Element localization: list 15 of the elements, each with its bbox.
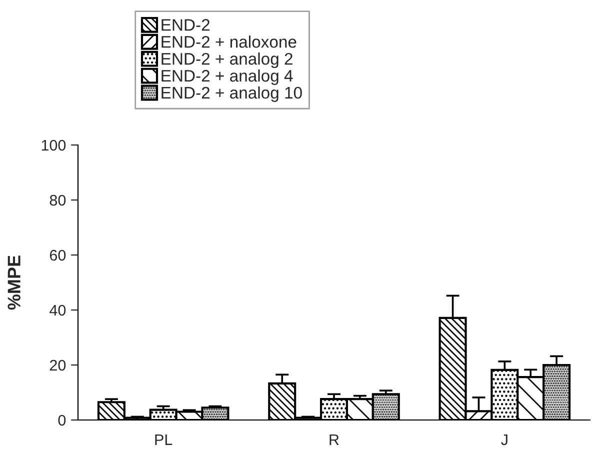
y-tick-label: 20 (50, 360, 66, 371)
y-tick-label: 80 (50, 194, 66, 206)
legend-label: END-2 + analog 2 (162, 52, 292, 68)
y-axis-title: %MPE (8, 256, 20, 310)
y-tick-label: 100 (42, 140, 66, 151)
y-tick-label: 0 (58, 414, 66, 426)
y-tick-label: 40 (50, 304, 66, 316)
legend-label: END-2 (162, 19, 210, 31)
legend-label: END-2 + naloxone (162, 36, 296, 48)
legend-label: END-2 + analog 10 (162, 86, 302, 102)
x-tick-label: PL (155, 434, 172, 445)
x-tick-label: J (501, 434, 508, 446)
x-tick-label: R (330, 434, 339, 445)
y-tick-label: 60 (50, 250, 66, 261)
legend-label: END-2 + analog 4 (162, 69, 293, 85)
